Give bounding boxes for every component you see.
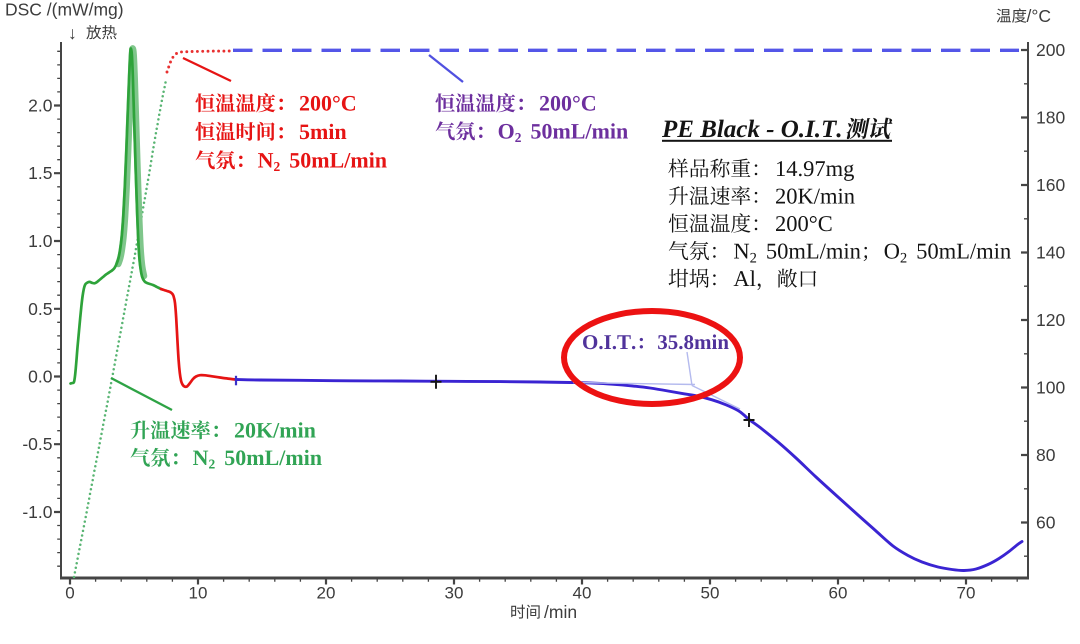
svg-text:60: 60 — [829, 584, 848, 603]
svg-text:60: 60 — [1036, 513, 1056, 533]
svg-text:-1.0: -1.0 — [22, 502, 52, 522]
svg-text:/min: /min — [544, 602, 577, 622]
svg-text:180: 180 — [1036, 108, 1065, 128]
svg-text:-0.5: -0.5 — [22, 434, 52, 454]
svg-text:160: 160 — [1036, 175, 1065, 195]
svg-text:0: 0 — [65, 584, 74, 603]
svg-text:/°C: /°C — [1027, 6, 1052, 26]
svg-text:120: 120 — [1036, 310, 1065, 330]
svg-text:↓: ↓ — [68, 23, 77, 43]
svg-text:70: 70 — [957, 584, 976, 603]
svg-text:10: 10 — [189, 584, 208, 603]
svg-text:1.5: 1.5 — [28, 163, 52, 183]
svg-text:140: 140 — [1036, 243, 1065, 263]
svg-text:0.5: 0.5 — [28, 299, 52, 319]
svg-text:30: 30 — [445, 584, 464, 603]
svg-text:DSC /(mW/mg): DSC /(mW/mg) — [5, 0, 124, 20]
svg-text:1.0: 1.0 — [28, 231, 53, 251]
svg-text:40: 40 — [573, 584, 592, 603]
svg-text:80: 80 — [1036, 445, 1056, 465]
svg-text:200: 200 — [1036, 40, 1065, 60]
svg-text:2.0: 2.0 — [28, 96, 53, 116]
svg-text:0.0: 0.0 — [28, 367, 53, 387]
svg-text:20: 20 — [317, 584, 336, 603]
svg-text:100: 100 — [1036, 378, 1065, 398]
svg-text:50: 50 — [701, 584, 720, 603]
